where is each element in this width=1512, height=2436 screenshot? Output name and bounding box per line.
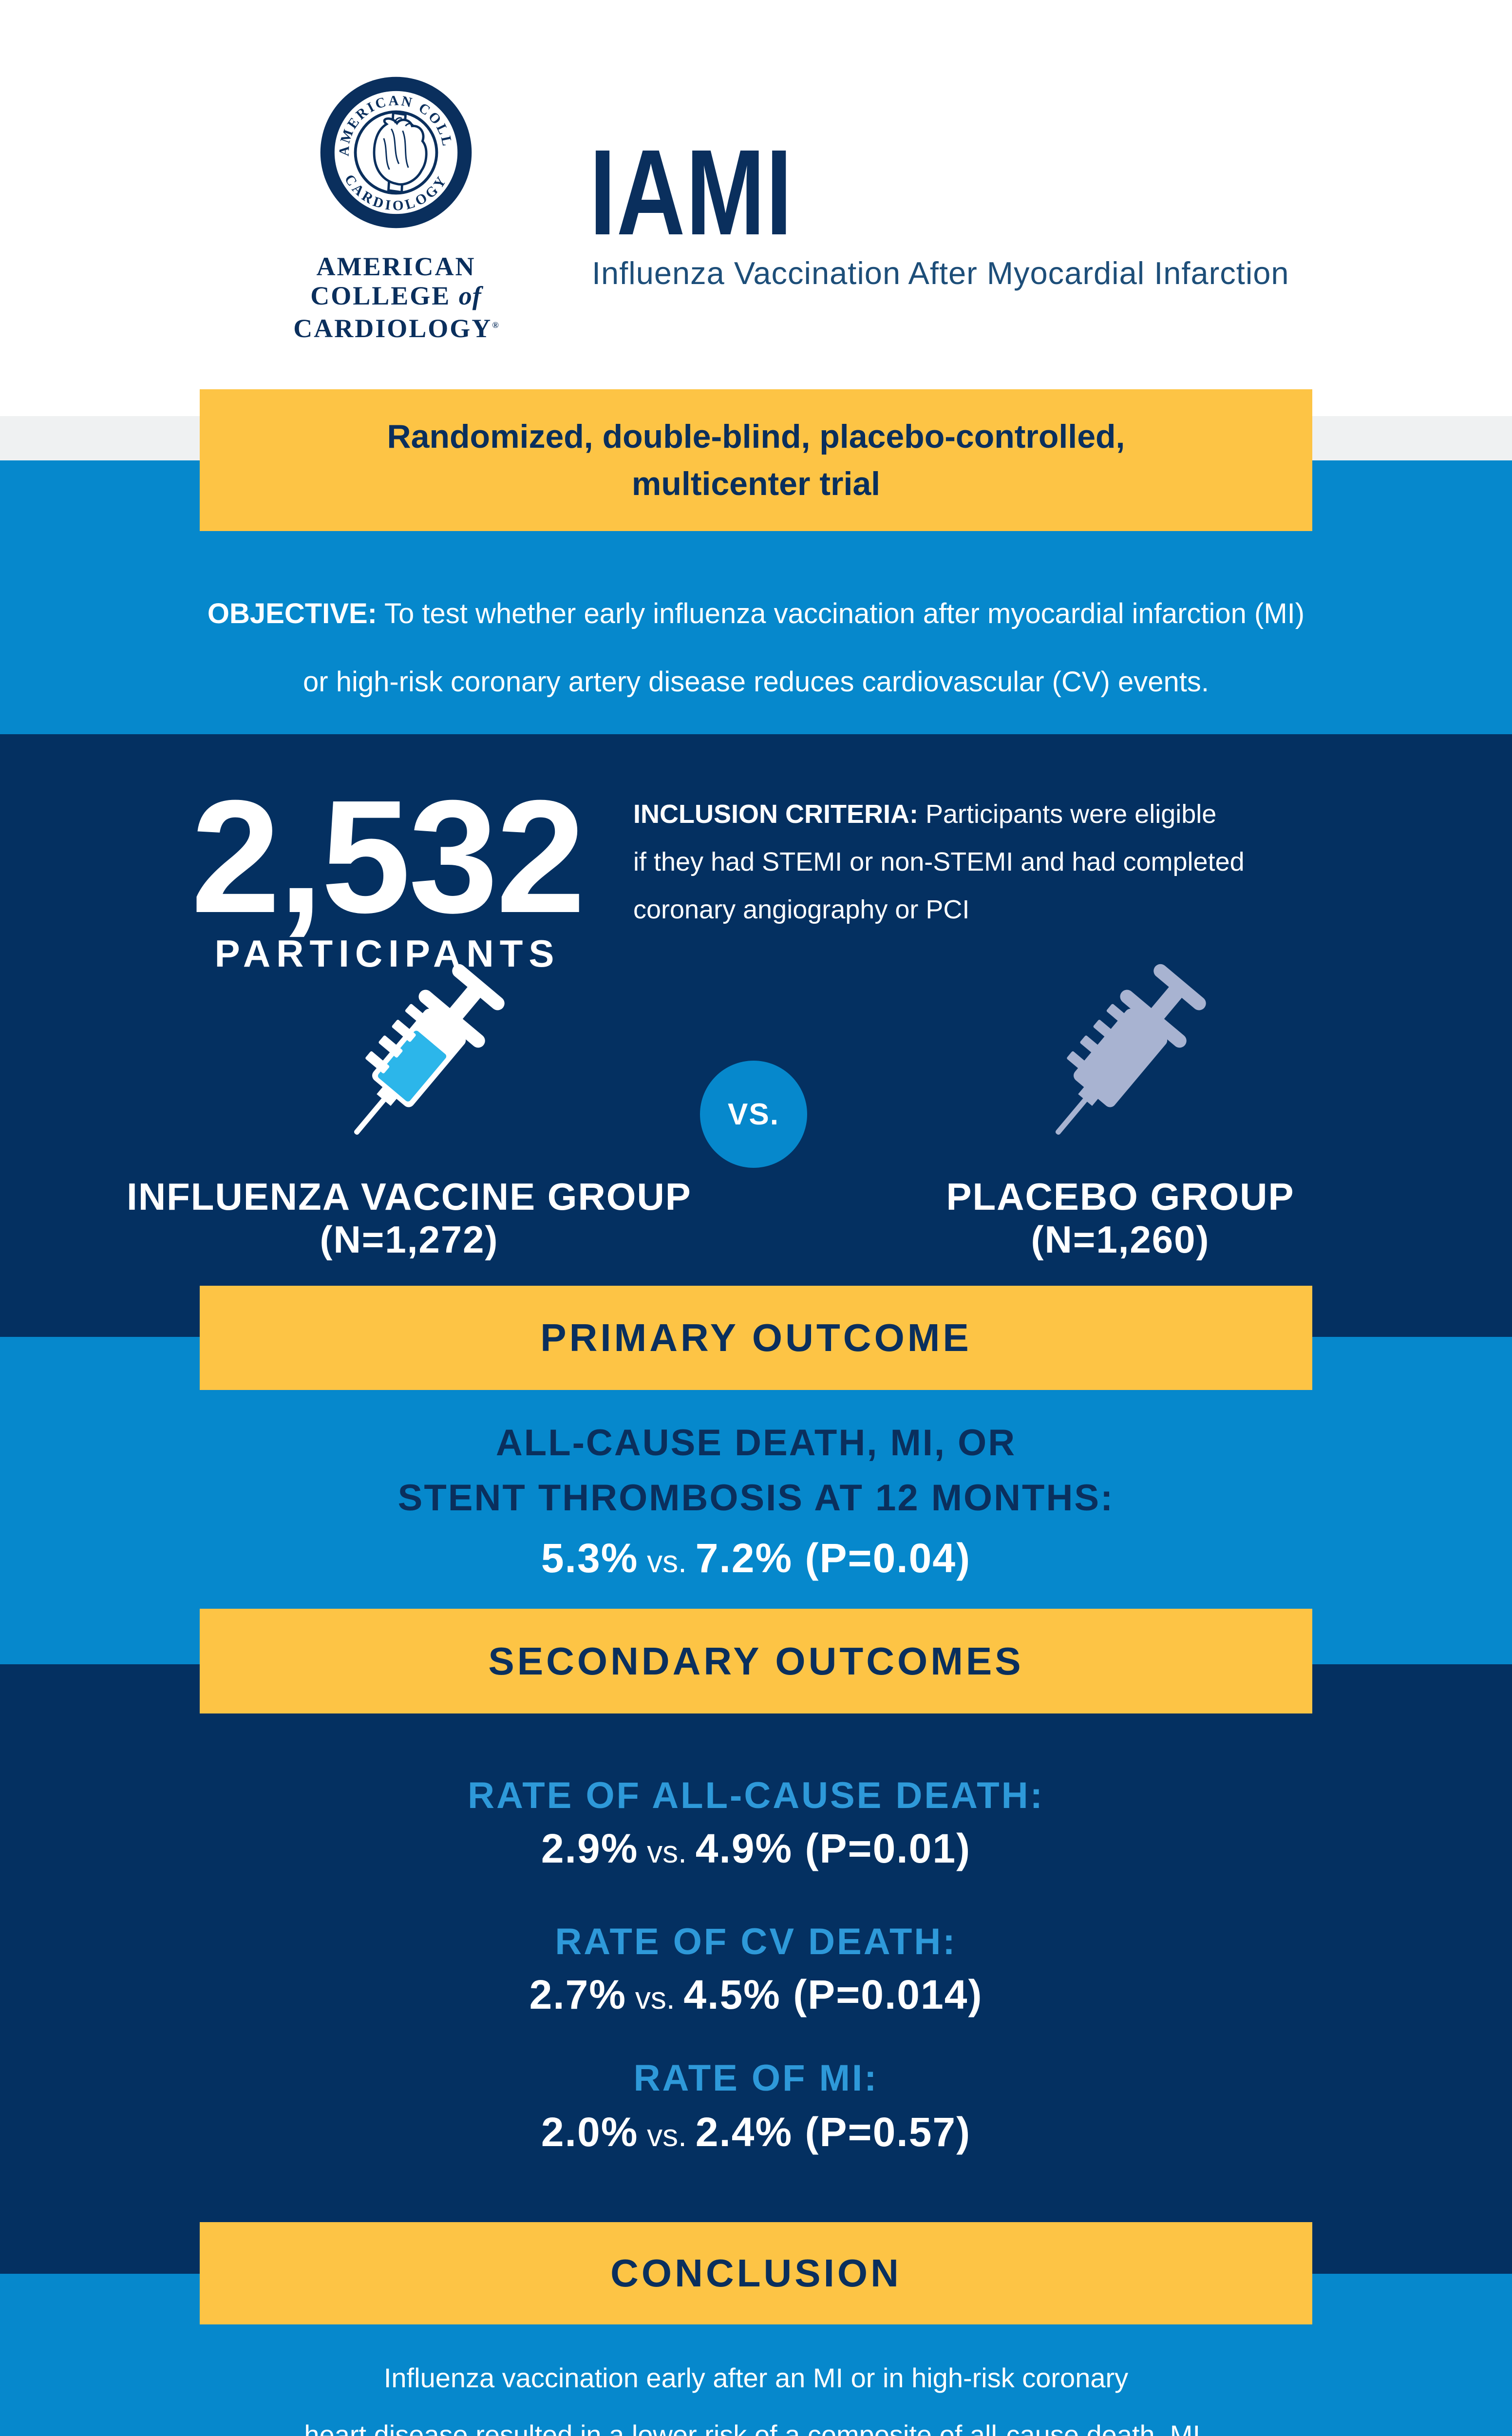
primary-outcome-banner: PRIMARY OUTCOME — [200, 1286, 1312, 1390]
participant-count: 2,532 — [191, 766, 586, 946]
placebo-group-label: PLACEBO GROUP (N=1,260) — [818, 1175, 1422, 1261]
secondary-outcomes-banner: SECONDARY OUTCOMES — [200, 1609, 1312, 1713]
trial-acronym-title: IAMI — [589, 124, 793, 260]
primary-outcome-description: ALL-CAUSE DEATH, MI, OR STENT THROMBOSIS… — [397, 1422, 1115, 1519]
vaccine-liquid — [378, 1030, 447, 1102]
objective-text: OBJECTIVE: To test whether early influen… — [207, 598, 1305, 698]
secondary-outcome-stat-cv-death: 2.7% vs. 4.5% (P=0.014) — [529, 1972, 983, 2017]
primary-outcome-stat: 5.3% vs. 7.2% (P=0.04) — [541, 1535, 971, 1581]
placebo-syringe-icon — [1055, 964, 1206, 1135]
participant-label: PARTICIPANTS — [214, 932, 560, 975]
logo-line-college-of: COLLEGE of — [310, 281, 482, 310]
secondary-outcome-label-mi: RATE OF MI: — [633, 2057, 879, 2099]
acc-logo-wordmark: AMERICAN COLLEGE of CARDIOLOGY® — [235, 252, 557, 343]
inclusion-criteria: INCLUSION CRITERIA: Participants were el… — [633, 799, 1245, 924]
secondary-outcome-label-all-cause-death: RATE OF ALL-CAUSE DEATH: — [468, 1775, 1044, 1816]
band-navy-population — [0, 734, 1512, 1337]
band-navy-secondary — [0, 1664, 1512, 2274]
heart-illustration-icon — [373, 111, 428, 194]
secondary-outcome-stat-all-cause-death: 2.9% vs. 4.9% (P=0.01) — [541, 1826, 971, 1871]
conclusion-text: Influenza vaccination early after an MI … — [304, 2362, 1208, 2436]
secondary-outcome-stat-mi: 2.0% vs. 2.4% (P=0.57) — [541, 2109, 971, 2155]
trial-full-name-subtitle: Influenza Vaccination After Myocardial I… — [592, 255, 1289, 291]
logo-line-american: AMERICAN — [316, 252, 476, 281]
logo-line-cardiology: CARDIOLOGY® — [293, 314, 499, 343]
objective-label: OBJECTIVE: — [207, 598, 377, 629]
acc-seal-logo: OF · AMERICAN COLLEGE · CARDIOLOGY — [320, 76, 472, 228]
placebo-group-n: (N=1,260) — [1031, 1218, 1210, 1261]
vaccine-syringe-icon — [354, 964, 505, 1135]
band-white — [0, 0, 1512, 416]
secondary-outcome-label-cv-death: RATE OF CV DEATH: — [555, 1921, 957, 1962]
vaccine-group-label: INFLUENZA VACCINE GROUP (N=1,272) — [107, 1175, 711, 1261]
inclusion-criteria-label: INCLUSION CRITERIA: — [633, 799, 918, 829]
conclusion-banner: CONCLUSION — [200, 2222, 1312, 2324]
vaccine-group-n: (N=1,272) — [320, 1218, 499, 1261]
study-design-banner: Randomized, double-blind, placebo-contro… — [200, 389, 1312, 531]
vs-badge: VS. — [700, 1061, 807, 1168]
